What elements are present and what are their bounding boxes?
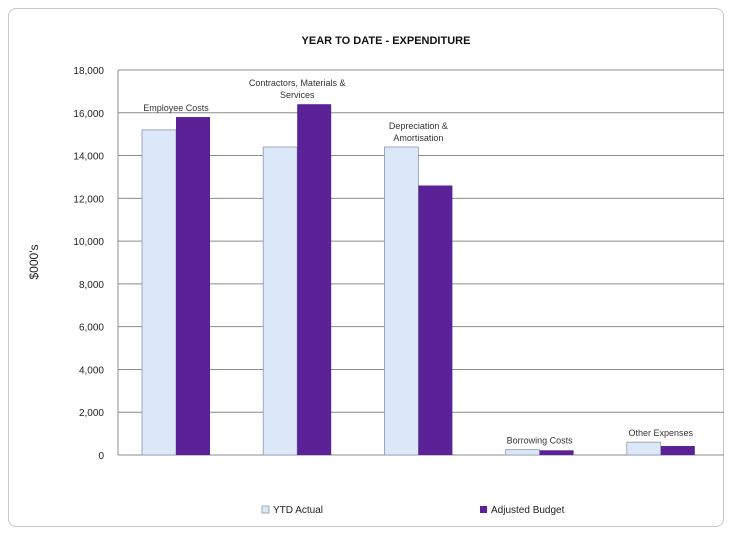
legend: YTD Actual Adjusted Budget xyxy=(261,505,565,516)
chart-frame xyxy=(8,8,724,527)
y-tick-label: 4,000 xyxy=(79,365,104,376)
y-tick-label: 16,000 xyxy=(73,109,104,120)
legend-label-adjusted-budget: Adjusted Budget xyxy=(491,505,565,516)
y-tick-label: 2,000 xyxy=(79,408,104,419)
y-tick-label: 14,000 xyxy=(73,152,104,163)
bar-ytd-actual xyxy=(141,129,177,456)
category-label: Employee Costs xyxy=(143,103,209,113)
category-label: Depreciation & Amortisation xyxy=(389,121,448,143)
bar-ytd-actual xyxy=(262,146,298,456)
bar-adjusted-budget xyxy=(418,185,453,455)
y-tick-label: 8,000 xyxy=(79,280,104,291)
bar-adjusted-budget xyxy=(176,117,210,456)
bar-adjusted-budget xyxy=(539,450,574,455)
legend-label-ytd-actual: YTD Actual xyxy=(273,505,323,516)
chart-title: YEAR TO DATE - EXPENDITURE xyxy=(302,35,471,47)
y-tick-label: 0 xyxy=(98,451,104,462)
y-tick-label: 6,000 xyxy=(79,323,104,334)
legend-swatch-ytd-actual xyxy=(261,505,270,514)
label-layer: 18,000 16,000 14,000 12,000 10,000 8,000 6,000… xyxy=(73,66,693,462)
bars-layer xyxy=(141,104,695,456)
category-label: Other Expenses xyxy=(629,428,694,438)
legend-swatch-adjusted-budget xyxy=(480,506,487,513)
bar-ytd-actual xyxy=(505,449,541,456)
bar-adjusted-budget xyxy=(660,446,695,455)
category-label: Borrowing Costs xyxy=(507,436,574,446)
y-tick-label: 18,000 xyxy=(73,66,104,77)
bar-ytd-actual xyxy=(626,441,662,456)
y-tick-label: 10,000 xyxy=(73,237,104,248)
bar-adjusted-budget xyxy=(297,104,332,455)
y-tick-label: 12,000 xyxy=(73,194,104,205)
y-axis-label: $000's xyxy=(27,245,41,280)
category-label: Contractors, Materials & Services xyxy=(249,78,346,100)
bar-ytd-actual xyxy=(383,146,419,456)
